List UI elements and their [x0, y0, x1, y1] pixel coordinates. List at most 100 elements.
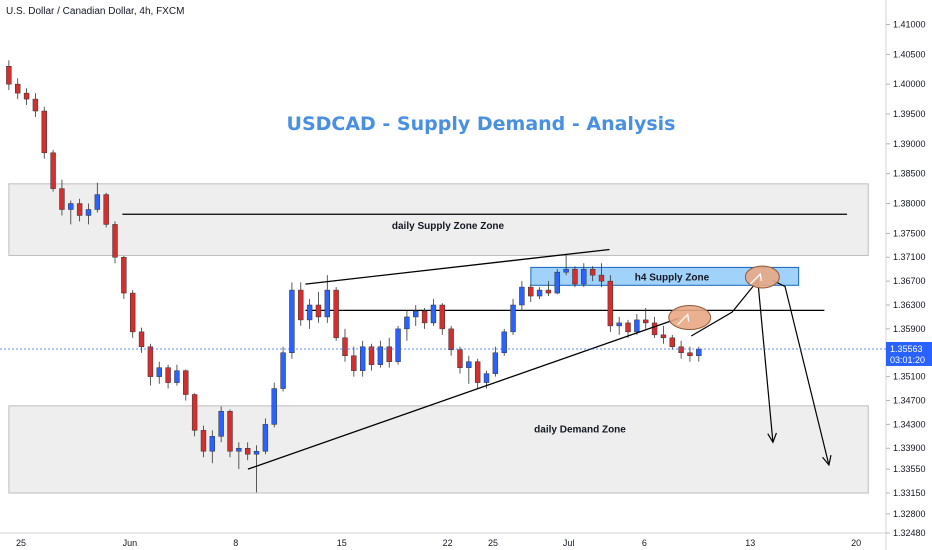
candle-body	[32, 98, 39, 112]
x-tick-label: Jun	[123, 538, 138, 548]
candle	[572, 266, 578, 288]
candle-body	[59, 188, 65, 210]
candle	[545, 281, 552, 297]
x-tick-label: 20	[851, 538, 861, 548]
candle-body	[483, 373, 490, 383]
x-tick-label: 13	[745, 538, 755, 548]
candle-body	[165, 367, 171, 383]
daily-demand-zone	[8, 405, 869, 494]
candle-body	[85, 209, 92, 216]
candle-body	[421, 310, 428, 324]
candle	[76, 198, 83, 222]
candle	[244, 442, 251, 461]
candle	[395, 325, 401, 365]
symbol-title: U.S. Dollar / Canadian Dollar, 4h, FXCM	[6, 6, 184, 17]
candle	[536, 287, 543, 300]
y-tick-label: 1.38000	[893, 199, 926, 209]
y-tick-label: 1.36700	[893, 276, 926, 286]
candle	[359, 340, 366, 377]
candle	[430, 299, 437, 326]
candle	[236, 442, 242, 470]
candle-body	[236, 447, 242, 452]
candle	[501, 328, 507, 356]
candle-body	[333, 289, 339, 339]
candle	[625, 319, 631, 338]
x-tick-label: Jul	[563, 538, 575, 548]
candle-body	[528, 286, 534, 297]
candle-body	[377, 346, 384, 365]
candle	[59, 179, 65, 216]
candle	[351, 346, 357, 377]
candle-body	[359, 346, 366, 371]
candle	[413, 304, 419, 326]
x-tick-label: 25	[16, 538, 26, 548]
y-tick-label: 1.40000	[893, 79, 926, 89]
arrow-head	[767, 432, 777, 444]
candle-body	[572, 268, 578, 285]
candle-body	[492, 352, 499, 374]
candle-body	[607, 280, 614, 327]
candle	[315, 291, 322, 323]
candle	[660, 325, 667, 344]
candle-body	[678, 346, 684, 353]
candle	[68, 200, 74, 225]
candle	[554, 269, 560, 295]
y-tick-label: 1.40500	[893, 49, 926, 59]
candle	[200, 425, 207, 458]
candle	[23, 88, 30, 106]
candle	[103, 192, 109, 228]
candle-body	[351, 355, 357, 371]
candle-body	[687, 352, 693, 356]
candle	[130, 290, 136, 338]
candle-body	[23, 92, 30, 100]
candle-body	[121, 256, 127, 294]
y-tick-label: 1.37100	[893, 252, 926, 262]
y-tick-label: 1.36300	[893, 300, 926, 310]
candle-body	[244, 447, 251, 455]
y-tick-label: 1.37500	[893, 228, 926, 238]
trendline	[247, 317, 680, 470]
candle	[589, 266, 596, 282]
y-tick-label: 1.39500	[893, 109, 926, 119]
y-tick-label: 1.35100	[893, 372, 926, 382]
x-tick-label: 15	[337, 538, 347, 548]
candle	[32, 93, 39, 117]
candle-body	[50, 152, 56, 189]
marker-hook	[749, 272, 762, 285]
candle	[41, 106, 47, 159]
candle-body	[68, 203, 74, 210]
candle-body	[457, 349, 463, 368]
candle-body	[395, 328, 401, 362]
candle	[386, 337, 392, 368]
h4-supply-zone	[530, 266, 800, 286]
candle-body	[696, 348, 702, 356]
reaction-marker	[744, 265, 780, 289]
candle-body	[625, 322, 631, 333]
candle	[156, 361, 162, 384]
candle-body	[138, 331, 145, 348]
candle-body	[112, 224, 118, 258]
candle	[218, 406, 224, 443]
candle	[227, 409, 233, 458]
candle	[643, 307, 649, 329]
candle-body	[536, 289, 543, 297]
candle	[368, 343, 375, 371]
reaction-marker	[668, 305, 712, 331]
candle	[448, 325, 454, 356]
x-tick-label: 6	[642, 538, 647, 548]
candle	[209, 430, 216, 464]
candle-body	[130, 292, 136, 333]
marker-hook	[677, 313, 690, 325]
candle-body	[466, 361, 472, 368]
zone-label: daily Supply Zone Zone	[392, 221, 505, 232]
candle	[280, 346, 286, 392]
candle-body	[315, 304, 322, 318]
candle-body	[669, 337, 675, 348]
y-tick-label: 1.35900	[893, 324, 926, 334]
candle	[333, 287, 339, 341]
candle	[298, 282, 304, 326]
y-tick-label: 1.33900	[893, 443, 926, 453]
daily-supply-zone	[8, 183, 869, 256]
candle-body	[183, 370, 189, 395]
